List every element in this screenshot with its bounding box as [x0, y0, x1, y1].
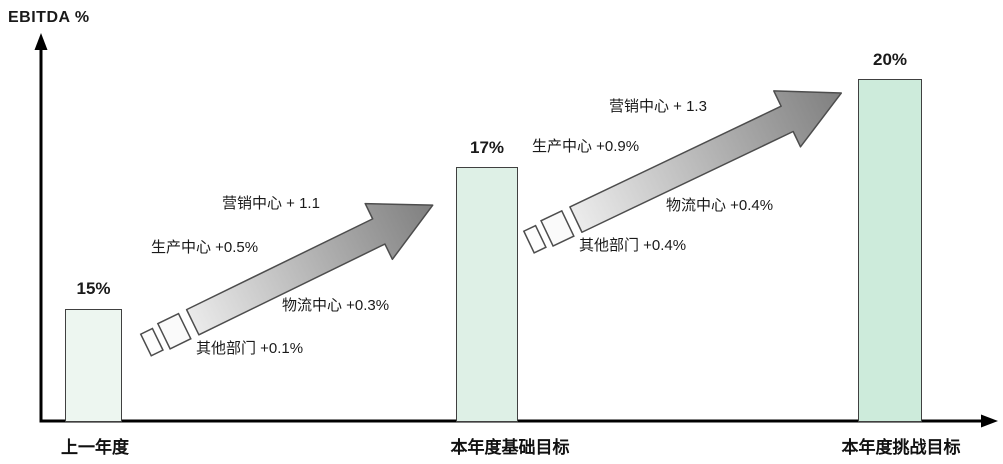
- bar-current-year-base-target: [456, 167, 518, 422]
- contribution-label-logistics: 物流中心 +0.3%: [282, 297, 390, 314]
- contribution-label-production: 生产中心 +0.5%: [151, 239, 259, 256]
- contribution-label-other: 其他部门 +0.4%: [579, 237, 687, 254]
- contribution-label-logistics: 物流中心 +0.4%: [666, 197, 774, 214]
- growth-arrow-2: [522, 90, 843, 254]
- x-axis-category-label: 上一年度: [61, 438, 129, 457]
- x-axis-category-label: 本年度挑战目标: [841, 438, 961, 457]
- arrow-tail-dash-icon: [139, 327, 164, 357]
- growth-arrow-1: [139, 202, 434, 357]
- arrow-tail-dash-icon: [156, 312, 192, 350]
- arrow-tail-dash-icon: [540, 209, 575, 248]
- arrow-tail-dash-icon: [522, 224, 547, 254]
- bar-value-label: 20%: [872, 50, 908, 69]
- x-axis-category-label: 本年度基础目标: [450, 438, 570, 457]
- arrow-body-icon: [569, 90, 843, 233]
- bar-value-label: 15%: [76, 279, 111, 298]
- bar-current-year-challenge-target: [858, 79, 922, 422]
- y-axis-title: EBITDA %: [8, 9, 90, 26]
- contribution-label-production: 生产中心 +0.9%: [532, 138, 640, 155]
- x-axis-arrowhead-icon: [981, 414, 998, 428]
- bar-previous-year: [65, 309, 122, 422]
- bar-value-label: 17%: [469, 138, 505, 157]
- y-axis-arrowhead-icon: [34, 33, 48, 50]
- contribution-label-marketing: 营销中心 + 1.1: [222, 195, 320, 212]
- contribution-label-marketing: 营销中心 + 1.3: [609, 98, 707, 115]
- arrow-body-icon: [185, 202, 434, 336]
- contribution-label-other: 其他部门 +0.1%: [196, 340, 304, 357]
